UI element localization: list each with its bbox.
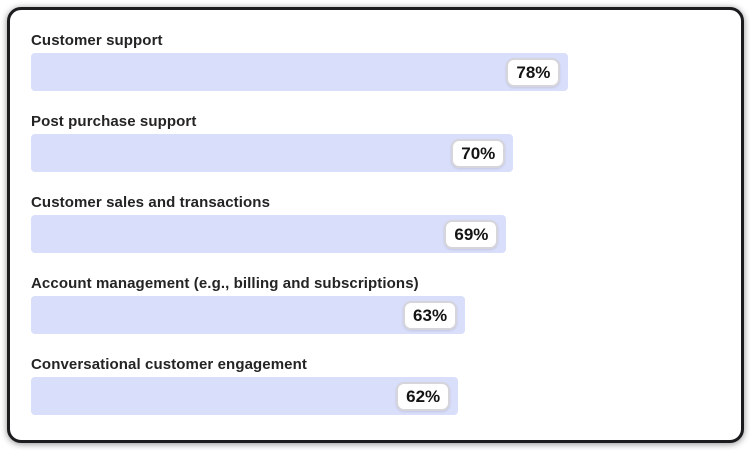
value-badge: 69% (444, 219, 499, 249)
bar-category-label: Conversational customer engagement (31, 356, 307, 373)
bar-row: Post purchase support 70% (31, 112, 720, 172)
value-badge: 70% (451, 138, 506, 168)
bar-track: 69% (31, 215, 720, 253)
bar-chart: Customer support 78% Post purchase support… (31, 31, 720, 415)
bar-chart-card: Customer support 78% Post purchase support… (7, 7, 744, 443)
bar-category-label: Post purchase support (31, 113, 197, 130)
bar: 62% (31, 377, 459, 415)
bar-row: Customer sales and transactions 69% (31, 193, 720, 253)
bar-category-label: Account management (e.g., billing and su… (31, 275, 419, 292)
value-badge: 62% (396, 381, 451, 411)
bar-track: 63% (31, 296, 720, 334)
bar-track: 62% (31, 377, 720, 415)
bar: 63% (31, 296, 466, 334)
bar-category-label: Customer support (31, 32, 163, 49)
bar-row: Customer support 78% (31, 31, 720, 91)
bar-track: 70% (31, 134, 720, 172)
value-badge: 78% (506, 57, 561, 87)
bar-row: Conversational customer engagement 62% (31, 355, 720, 415)
value-badge: 63% (403, 300, 458, 330)
bar-track: 78% (31, 53, 720, 91)
bar-category-label: Customer sales and transactions (31, 194, 271, 211)
bar: 78% (31, 53, 569, 91)
bar-row: Account management (e.g., billing and su… (31, 274, 720, 334)
bar: 70% (31, 134, 514, 172)
bar: 69% (31, 215, 507, 253)
